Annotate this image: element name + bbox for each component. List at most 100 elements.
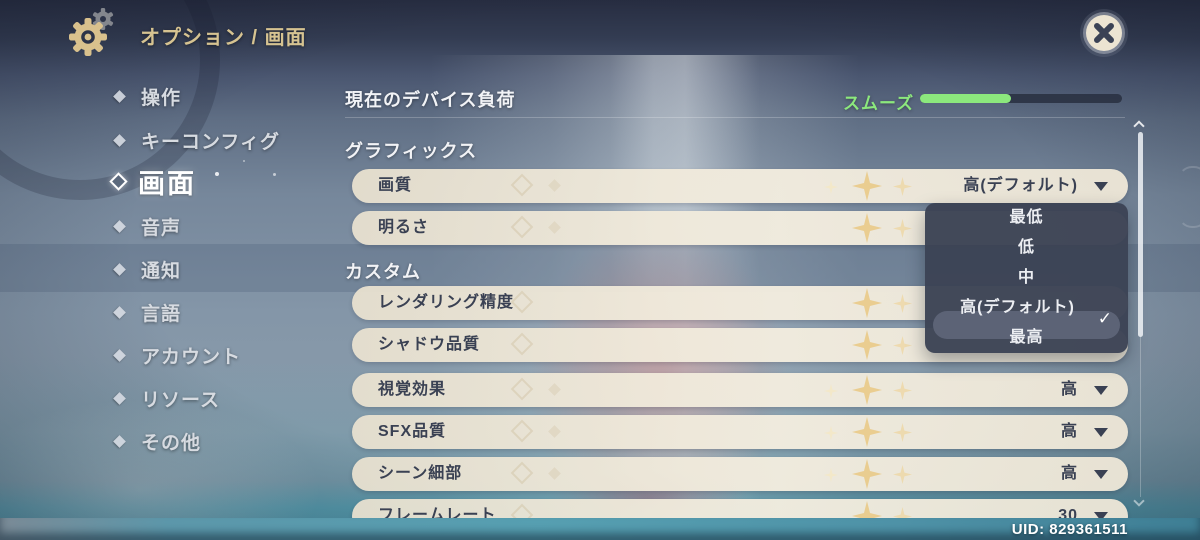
sidebar-item-audio[interactable]: 音声 — [112, 205, 181, 247]
row-diamond-decoration — [510, 290, 534, 314]
row-diamond-decoration — [548, 221, 561, 234]
section-title-custom: カスタム — [345, 262, 421, 282]
sparkle-dot — [243, 160, 245, 162]
row-diamond-decoration — [510, 332, 534, 356]
sidebar-item-screen[interactable]: 画面 — [109, 160, 196, 202]
row-diamond-decoration — [548, 425, 561, 438]
dropdown-option-highest[interactable]: 最高 — [1009, 329, 1044, 346]
sparkle-icon — [824, 468, 838, 482]
row-diamond-decoration — [510, 419, 534, 443]
close-icon — [1094, 23, 1114, 43]
setting-value: 30 — [1058, 507, 1078, 520]
sidebar-item-label: キーコンフィグ — [141, 131, 281, 153]
sparkle-icon — [824, 384, 838, 398]
setting-row-visual-effects[interactable]: 視覚効果 高 — [352, 373, 1128, 407]
sidebar-item-notifications[interactable]: 通知 — [112, 248, 181, 290]
setting-row-scene-detail[interactable]: シーン細部 高 — [352, 457, 1128, 491]
setting-label: フレームレート — [378, 507, 497, 520]
breadcrumb: オプション / 画面 — [140, 27, 307, 49]
sidebar-item-label: 画面 — [138, 168, 196, 199]
sparkle-icon — [852, 171, 882, 201]
setting-value: 高 — [1060, 465, 1078, 482]
setting-label: シャドウ品質 — [378, 336, 481, 353]
sparkle-dot — [273, 173, 276, 176]
close-button[interactable] — [1086, 15, 1122, 51]
dropdown-option-medium[interactable]: 中 — [1017, 269, 1035, 286]
sidebar-item-label: 操作 — [141, 87, 182, 109]
device-load-label: 現在のデバイス負荷 — [345, 90, 516, 110]
setting-row-frame-rate[interactable]: フレームレート 30 — [352, 499, 1128, 520]
chevron-down-icon[interactable] — [1094, 428, 1108, 437]
sidebar-item-label: その他 — [141, 432, 202, 454]
chevron-down-icon[interactable] — [1094, 470, 1108, 479]
setting-value: 高 — [1060, 381, 1078, 398]
chevron-down-icon[interactable] — [1094, 512, 1108, 520]
row-diamond-decoration — [510, 377, 534, 401]
setting-label: SFX品質 — [378, 423, 447, 440]
dropdown-option-low[interactable]: 低 — [1017, 239, 1035, 256]
device-load-status: スムーズ — [843, 94, 915, 113]
sidebar-item-label: 言語 — [141, 303, 182, 325]
setting-label: レンダリング精度 — [378, 294, 515, 311]
sidebar-item-label: 音声 — [141, 217, 182, 239]
setting-value: 高 — [1060, 423, 1078, 440]
chevron-down-icon[interactable] — [1094, 182, 1108, 191]
dropdown-selected-highlight — [933, 311, 1120, 339]
sparkle-icon — [893, 294, 912, 313]
sparkle-icon — [893, 219, 912, 238]
row-diamond-decoration — [510, 461, 534, 485]
sparkle-icon — [852, 213, 882, 243]
scrollbar-thumb[interactable] — [1138, 132, 1143, 337]
scroll-down-icon — [1133, 495, 1145, 507]
row-diamond-decoration — [548, 179, 561, 192]
sidebar-item-label: リソース — [141, 389, 221, 411]
chevron-down-icon[interactable] — [1094, 386, 1108, 395]
sparkle-icon — [893, 465, 912, 484]
settings-gear-icon — [62, 6, 118, 65]
row-diamond-decoration — [548, 467, 561, 480]
device-load-fill — [920, 94, 1011, 103]
sparkle-icon — [852, 459, 882, 489]
background-fog — [0, 400, 320, 540]
device-load-bar — [920, 94, 1122, 103]
sidebar-item-language[interactable]: 言語 — [112, 291, 181, 333]
row-diamond-decoration — [510, 215, 534, 239]
row-diamond-decoration — [510, 173, 534, 197]
dropdown-option-lowest[interactable]: 最低 — [1009, 209, 1044, 226]
scroll-up-icon — [1133, 120, 1145, 132]
quality-dropdown-menu: 最低 低 中 高(デフォルト) ✓ 最高 — [925, 203, 1128, 353]
scrollbar-track — [1140, 337, 1141, 497]
sidebar-item-others[interactable]: その他 — [112, 420, 201, 462]
sparkle-icon — [824, 426, 838, 440]
sparkle-icon — [893, 336, 912, 355]
section-divider — [345, 117, 1125, 118]
row-diamond-decoration — [548, 383, 561, 396]
sidebar-item-keyconfig[interactable]: キーコンフィグ — [112, 119, 280, 161]
dropdown-option-high-default[interactable]: 高(デフォルト) — [960, 299, 1075, 316]
setting-label: 視覚効果 — [378, 381, 447, 398]
check-icon: ✓ — [1097, 309, 1112, 328]
background-outline-decoration — [1178, 166, 1200, 228]
sparkle-icon — [852, 375, 882, 405]
sparkle-icon — [893, 177, 912, 196]
setting-label: 画質 — [378, 177, 413, 194]
sidebar-item-controls[interactable]: 操作 — [112, 75, 181, 117]
sidebar-item-label: アカウント — [141, 346, 242, 368]
setting-label: 明るさ — [378, 219, 430, 236]
sidebar-item-account[interactable]: アカウント — [112, 334, 241, 376]
sparkle-icon — [893, 423, 912, 442]
uid-text: UID: 829361511 — [1011, 521, 1128, 538]
sidebar-item-resources[interactable]: リソース — [112, 377, 220, 419]
sparkle-icon — [852, 330, 882, 360]
setting-label: シーン細部 — [378, 465, 463, 482]
sparkle-icon — [852, 417, 882, 447]
setting-row-sfx-quality[interactable]: SFX品質 高 — [352, 415, 1128, 449]
setting-row-quality[interactable]: 画質 高(デフォルト) — [352, 169, 1128, 203]
sparkle-dot — [215, 172, 219, 176]
sparkle-icon — [824, 180, 838, 194]
sidebar-item-label: 通知 — [141, 260, 182, 282]
section-title-graphics: グラフィックス — [345, 141, 478, 161]
sparkle-icon — [893, 381, 912, 400]
sparkle-icon — [852, 288, 882, 318]
